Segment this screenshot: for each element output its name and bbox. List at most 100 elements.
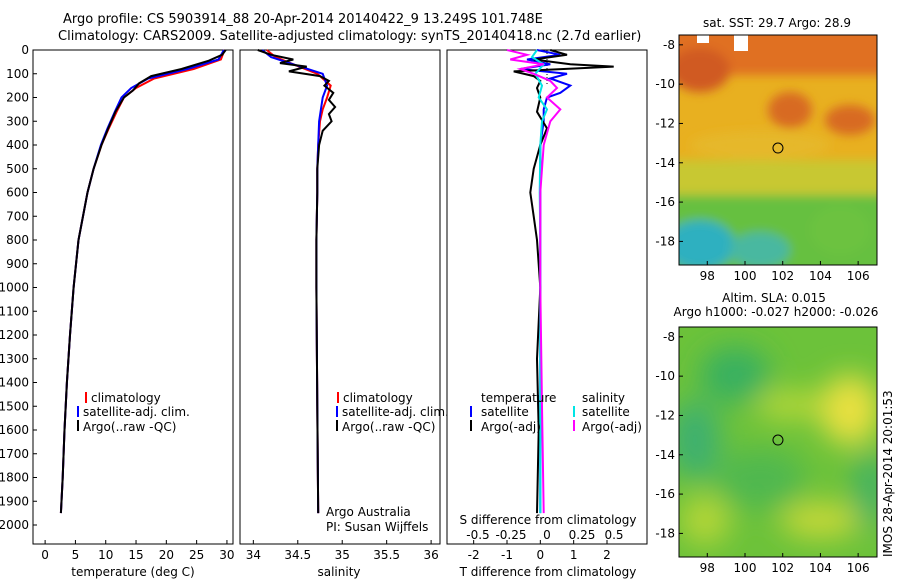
map-lon-label: 104 bbox=[809, 561, 832, 575]
sla-map: Altim. SLA: 0.015 Argo h1000: -0.027 h20… bbox=[655, 291, 879, 575]
depth-tick-label: 900 bbox=[6, 257, 29, 271]
x-tick-label: 0 bbox=[537, 548, 545, 562]
s-diff-tick-label: 0.5 bbox=[604, 528, 623, 542]
x-tick-label: 30 bbox=[219, 548, 234, 562]
depth-tick-label: 600 bbox=[6, 186, 29, 200]
legend-swatch-argo bbox=[336, 420, 338, 431]
difference-axes-frame bbox=[446, 49, 648, 545]
legend-heading-salinity: salinity bbox=[582, 391, 625, 405]
map-lon-label: 100 bbox=[734, 269, 757, 283]
legend-swatch-temp-satellite bbox=[470, 406, 472, 417]
depth-tick-label: 1900 bbox=[0, 494, 29, 508]
s-diff-tick-label: 0.25 bbox=[569, 528, 596, 542]
legend-climatology: climatology bbox=[91, 391, 161, 405]
t-difference-xlabel: T difference from climatology bbox=[459, 565, 637, 579]
sst-missing-data-patch bbox=[734, 35, 748, 51]
series-line bbox=[59, 49, 227, 514]
x-tick-label: 25 bbox=[189, 548, 204, 562]
sla-map-title: Altim. SLA: 0.015 bbox=[722, 291, 826, 305]
depth-tick-label: 100 bbox=[6, 67, 29, 81]
s-difference-label: S difference from climatology bbox=[460, 513, 637, 527]
x-tick-label: 15 bbox=[128, 548, 143, 562]
map-lat-label: -14 bbox=[655, 448, 675, 462]
map-lon-label: 104 bbox=[809, 269, 832, 283]
difference-legend-salinity: salinity satellite Argo(-adj) bbox=[573, 391, 642, 434]
difference-panel: -2 -1 0 1 2 -0.5 -0.25 0 0.25 0.5 S difference f… bbox=[446, 49, 648, 579]
temperature-xlabel: temperature (deg C) bbox=[71, 565, 194, 579]
x-tick-label: 36 bbox=[423, 548, 438, 562]
map-lat-label: -10 bbox=[655, 369, 675, 383]
depth-tick-label: 1800 bbox=[0, 471, 29, 485]
depth-tick-label: 1200 bbox=[0, 328, 29, 342]
temperature-series bbox=[59, 49, 227, 514]
map-lat-label: -16 bbox=[655, 487, 675, 501]
legend-swatch-satellite bbox=[336, 406, 338, 417]
x-tick-label: 1 bbox=[570, 548, 578, 562]
series-line bbox=[506, 49, 562, 514]
map-lat-label: -8 bbox=[663, 330, 675, 344]
legend-argo-raw: Argo(..raw -QC) bbox=[83, 420, 176, 434]
map-lon-label: 102 bbox=[771, 561, 794, 575]
map-lat-label: -10 bbox=[655, 77, 675, 91]
x-tick-label: 2 bbox=[603, 548, 611, 562]
legend-swatch-satellite bbox=[77, 406, 79, 417]
salinity-x-axis: 34 34.5 35 35.5 36 bbox=[246, 540, 439, 562]
salinity-axes-frame bbox=[239, 49, 441, 545]
map-lat-label: -18 bbox=[655, 234, 675, 248]
sla-blobs bbox=[679, 347, 877, 545]
temperature-axes-frame bbox=[32, 49, 234, 545]
legend-swatch-sal-satellite bbox=[573, 406, 575, 417]
depth-tick-label: 1000 bbox=[0, 281, 29, 295]
depth-tick-label: 400 bbox=[6, 138, 29, 152]
data-source-annotation: Argo Australia bbox=[326, 505, 411, 519]
depth-tick-label: 0 bbox=[21, 43, 29, 57]
s-diff-tick-label: 0 bbox=[543, 528, 551, 542]
legend-satellite-adj: satellite-adj. clim. bbox=[342, 405, 449, 419]
depth-tick-label: 1400 bbox=[0, 376, 29, 390]
temperature-panel: 0100200300400500600700800900100011001200… bbox=[0, 43, 235, 579]
map-lon-label: 100 bbox=[734, 561, 757, 575]
pi-annotation: PI: Susan Wijffels bbox=[326, 520, 428, 534]
legend-sal-satellite: satellite bbox=[582, 405, 630, 419]
depth-tick-label: 700 bbox=[6, 209, 29, 223]
depth-tick-label: 1300 bbox=[0, 352, 29, 366]
x-tick-label: 5 bbox=[72, 548, 80, 562]
sst-map: sat. SST: 29.7 Argo: 28.9 98 100 102 104 106… bbox=[655, 16, 878, 283]
argo-float-marker bbox=[772, 434, 784, 446]
x-tick-label: 10 bbox=[98, 548, 113, 562]
sla-map-subtitle: Argo h1000: -0.027 h2000: -0.026 bbox=[674, 305, 879, 319]
x-tick-label: 20 bbox=[159, 548, 174, 562]
x-tick-label: 35 bbox=[335, 548, 350, 562]
legend-temp-satellite: satellite bbox=[481, 405, 529, 419]
sst-missing-data-patch bbox=[697, 35, 709, 43]
map-lon-label: 106 bbox=[847, 561, 870, 575]
s-diff-tick-label: -0.25 bbox=[495, 528, 526, 542]
depth-axis: 0 100 200 300 400 500 600 700 800 900 1000 1100 1200… bbox=[0, 43, 37, 532]
x-tick-label: -2 bbox=[468, 548, 480, 562]
temperature-legend: climatology satellite-adj. clim. Argo(..… bbox=[77, 391, 190, 434]
x-tick-label: -1 bbox=[501, 548, 513, 562]
sla-map-axes: 98 100 102 104 106 -8 -10 -12 -14 -16 -18 bbox=[655, 330, 869, 575]
map-lon-label: 98 bbox=[700, 561, 715, 575]
sla-map-frame bbox=[678, 326, 878, 558]
legend-argo-raw: Argo(..raw -QC) bbox=[342, 420, 435, 434]
sst-field bbox=[679, 35, 877, 265]
sla-field bbox=[679, 327, 877, 557]
map-lat-label: -12 bbox=[655, 116, 675, 130]
sst-blobs bbox=[679, 35, 877, 265]
figure-title-line1: Argo profile: CS 5903914_88 20-Apr-2014 … bbox=[63, 12, 543, 27]
legend-swatch-climatology bbox=[85, 392, 87, 403]
depth-tick-label: 1600 bbox=[0, 423, 29, 437]
depth-tick-label: 500 bbox=[6, 162, 29, 176]
map-lon-label: 102 bbox=[771, 269, 794, 283]
map-lat-label: -8 bbox=[663, 38, 675, 52]
series-line bbox=[257, 49, 337, 514]
x-tick-label: 34.5 bbox=[284, 548, 311, 562]
difference-series bbox=[506, 49, 614, 514]
depth-tick-label: 1500 bbox=[0, 399, 29, 413]
s-difference-tick-labels: -0.5 -0.25 0 0.25 0.5 bbox=[466, 528, 623, 542]
depth-tick-label: 800 bbox=[6, 233, 29, 247]
legend-swatch-sal-argo bbox=[573, 420, 575, 431]
difference-legend-temperature: temperature satellite Argo(-adj) bbox=[470, 391, 556, 434]
